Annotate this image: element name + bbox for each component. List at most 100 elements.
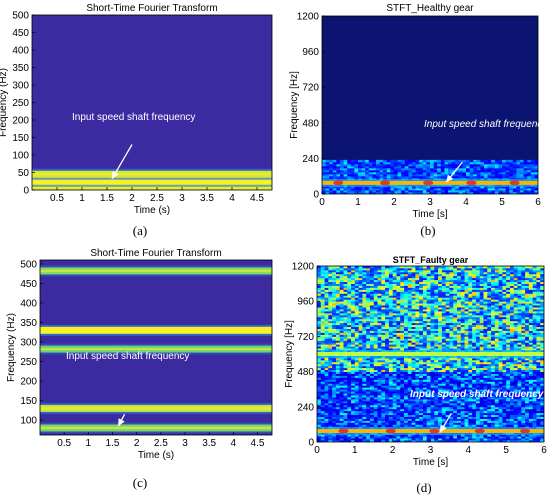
- spectro-cell: [376, 165, 380, 169]
- spectro-cell: [509, 340, 515, 343]
- spectro-cell: [369, 367, 375, 371]
- spectro-cell: [441, 369, 447, 372]
- spectro-cell: [469, 187, 474, 191]
- spectro-cell: [381, 383, 386, 386]
- spectro-cell: [358, 336, 363, 339]
- spectro-cell: [453, 420, 458, 423]
- spectro-cell: [528, 367, 534, 371]
- spectro-cell: [347, 436, 352, 439]
- spectro-cell: [480, 189, 485, 193]
- spectro-cell: [494, 436, 499, 439]
- spectro-cell: [394, 171, 398, 175]
- spectro-cell: [509, 159, 514, 163]
- spectro-cell: [491, 344, 496, 347]
- spectro-cell: [366, 361, 371, 365]
- spectro-cell: [358, 165, 362, 169]
- spectro-cell: [512, 167, 517, 171]
- spectro-cell: [381, 395, 386, 398]
- spectro-cell: [532, 375, 537, 378]
- spectro-cell: [388, 342, 394, 345]
- spectro-cell: [426, 322, 431, 326]
- spectro-cell: [343, 318, 348, 322]
- spectro-cell: [419, 412, 424, 416]
- spectro-cell: [475, 424, 481, 427]
- spectro-cell: [347, 346, 352, 349]
- spectro-cell: [430, 348, 435, 351]
- spectro-cell: [404, 169, 409, 173]
- spectro-cell: [525, 414, 530, 417]
- spectro-cell: [532, 324, 537, 328]
- spectro-cell: [324, 381, 329, 384]
- spectro-cell: [466, 171, 470, 175]
- spectro-cell: [532, 402, 537, 406]
- spectro-cell: [377, 324, 382, 328]
- spectro-cell: [335, 357, 341, 361]
- spectro-cell: [401, 185, 406, 189]
- spectro-cell: [430, 361, 435, 365]
- spectro-cell: [400, 326, 405, 329]
- spectro-cell: [362, 336, 367, 339]
- spectro-cell: [494, 338, 499, 341]
- spectro-cell: [385, 410, 390, 414]
- spectro-cell: [464, 332, 469, 335]
- spectro-cell: [419, 316, 424, 320]
- spectro-cell: [347, 383, 352, 386]
- spectro-cell: [408, 175, 413, 179]
- spectro-cell: [509, 402, 515, 406]
- spectro-cell: [472, 377, 477, 380]
- spectro-cell: [448, 191, 452, 194]
- spectro-cell: [336, 191, 341, 194]
- spectro-cell: [328, 391, 333, 394]
- spectro-cell: [517, 412, 522, 416]
- spectro-cell: [362, 397, 367, 400]
- spectro-cell: [472, 387, 477, 390]
- spectro-cell: [458, 171, 463, 175]
- spectro-cell: [437, 161, 442, 165]
- spectro-cell: [362, 326, 367, 329]
- spectro-cell: [396, 436, 401, 439]
- spectro-cell: [469, 175, 474, 179]
- spectro-cell: [475, 416, 481, 419]
- spectro-cell: [473, 171, 478, 175]
- spectro-cell: [532, 357, 537, 361]
- spectro-cell: [401, 189, 406, 193]
- spectro-cell: [411, 344, 416, 347]
- spectro-cell: [498, 338, 503, 341]
- spectro-cell: [317, 365, 322, 369]
- spectro-cell: [430, 163, 434, 167]
- spectro-cell: [449, 363, 454, 367]
- spectro-cell: [366, 365, 371, 369]
- spectro-cell: [483, 412, 488, 416]
- spectro-cell: [438, 402, 443, 406]
- spectro-cell: [483, 359, 488, 363]
- spectro-cell: [513, 398, 518, 402]
- spectro-cell: [324, 377, 329, 380]
- spectro-cell: [377, 332, 382, 335]
- spectro-cell: [430, 414, 435, 417]
- spectro-cell: [506, 344, 511, 347]
- spectro-cell: [458, 189, 463, 193]
- spectro-cell: [415, 159, 420, 163]
- spectro-cell: [358, 320, 363, 324]
- spectro-cell: [411, 389, 416, 392]
- spectro-cell: [464, 400, 469, 404]
- spectro-cell: [411, 367, 416, 371]
- spectro-cell: [366, 322, 371, 326]
- spectro-cell: [502, 385, 507, 388]
- spectro-cell: [532, 359, 537, 363]
- spectro-cell: [388, 357, 394, 361]
- spectro-cell: [426, 163, 431, 167]
- spectro-cell: [366, 395, 371, 398]
- spectro-cell: [437, 175, 442, 179]
- spectro-cell: [339, 383, 344, 386]
- spectro-cell: [430, 320, 435, 324]
- spectro-cell: [456, 326, 462, 329]
- spectro-cell: [404, 332, 409, 335]
- spectro-cell: [339, 381, 344, 384]
- spectro-cell: [468, 381, 473, 384]
- spectro-cell: [540, 404, 544, 408]
- spectro-cell: [366, 326, 371, 329]
- spectro-cell: [466, 191, 470, 194]
- spectro-cell: [415, 359, 420, 363]
- spectro-cell: [472, 322, 477, 326]
